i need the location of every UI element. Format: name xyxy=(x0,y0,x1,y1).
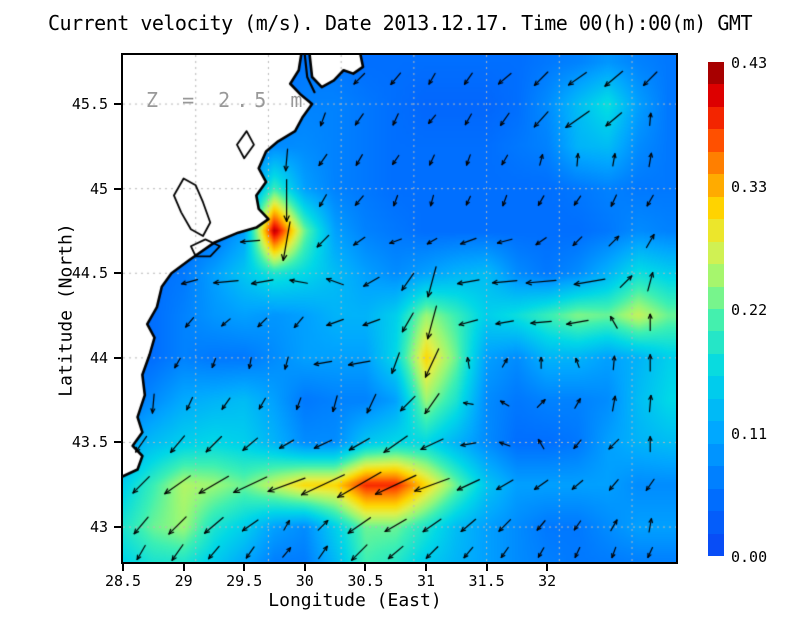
x-tick-mark xyxy=(303,564,306,571)
colorbar-tick-label: 0.11 xyxy=(731,424,768,443)
colorbar-step xyxy=(708,398,724,422)
x-tick-mark xyxy=(364,564,367,571)
colorbar-step xyxy=(708,308,724,332)
x-tick-label: 31 xyxy=(416,572,436,590)
x-tick-label: 29.5 xyxy=(226,572,263,590)
x-tick-label: 28.5 xyxy=(104,572,142,590)
x-tick-mark xyxy=(243,564,246,571)
x-axis-label: Longitude (East) xyxy=(268,590,442,611)
x-tick-mark xyxy=(122,564,124,571)
y-tick-mark xyxy=(114,103,121,106)
y-tick-mark xyxy=(114,441,121,444)
y-tick-label: 44.5 xyxy=(71,264,108,283)
colorbar-step xyxy=(708,62,724,85)
colorbar-step xyxy=(708,151,724,175)
colorbar-step xyxy=(708,286,724,309)
y-axis-label: Latitude (North) xyxy=(55,223,77,397)
y-tick-mark xyxy=(114,272,121,275)
colorbar-step xyxy=(708,488,724,512)
colorbar-step xyxy=(708,511,724,534)
map-canvas xyxy=(123,55,676,562)
y-tick-label: 43 xyxy=(89,518,108,537)
colorbar-tick-label: 0.33 xyxy=(731,177,768,196)
colorbar-step xyxy=(708,264,724,287)
colorbar-step xyxy=(708,196,724,220)
x-tick-label: 29 xyxy=(174,572,193,590)
colorbar-tick-label: 0.22 xyxy=(731,301,768,319)
y-tick-label: 45 xyxy=(89,179,108,198)
colorbar-step xyxy=(708,466,724,489)
colorbar-step xyxy=(708,84,724,107)
y-tick-mark xyxy=(114,526,121,529)
y-tick-label: 43.5 xyxy=(71,433,108,452)
plot-border xyxy=(121,53,678,564)
x-tick-label: 31.5 xyxy=(468,572,505,590)
y-tick-mark xyxy=(114,187,121,190)
x-tick-label: 30.5 xyxy=(347,572,384,590)
y-tick-label: 44 xyxy=(89,348,108,367)
colorbar-step xyxy=(708,353,724,377)
x-tick-mark xyxy=(182,564,185,571)
colorbar xyxy=(708,62,724,556)
colorbar-step xyxy=(708,219,724,242)
colorbar-step xyxy=(708,241,724,265)
colorbar-tick-label: 0.43 xyxy=(731,54,768,72)
colorbar-step xyxy=(708,421,724,444)
colorbar-tick-label: 0.00 xyxy=(731,548,768,566)
colorbar-step xyxy=(708,174,724,197)
depth-annotation: Z = 2.5 m xyxy=(146,88,309,112)
y-tick-mark xyxy=(114,356,121,359)
y-tick-label: 45.5 xyxy=(71,95,108,114)
page-title: Current velocity (m/s). Date 2013.12.17.… xyxy=(47,11,753,35)
colorbar-step xyxy=(708,129,724,152)
colorbar-step xyxy=(708,376,724,399)
colorbar-step xyxy=(708,533,724,556)
x-tick-label: 32 xyxy=(538,572,557,590)
x-tick-label: 30 xyxy=(295,572,314,590)
x-tick-mark xyxy=(425,564,427,571)
x-tick-mark xyxy=(485,564,488,571)
x-tick-mark xyxy=(546,564,549,571)
colorbar-step xyxy=(708,331,724,354)
colorbar-step xyxy=(708,106,724,130)
colorbar-step xyxy=(708,443,724,467)
